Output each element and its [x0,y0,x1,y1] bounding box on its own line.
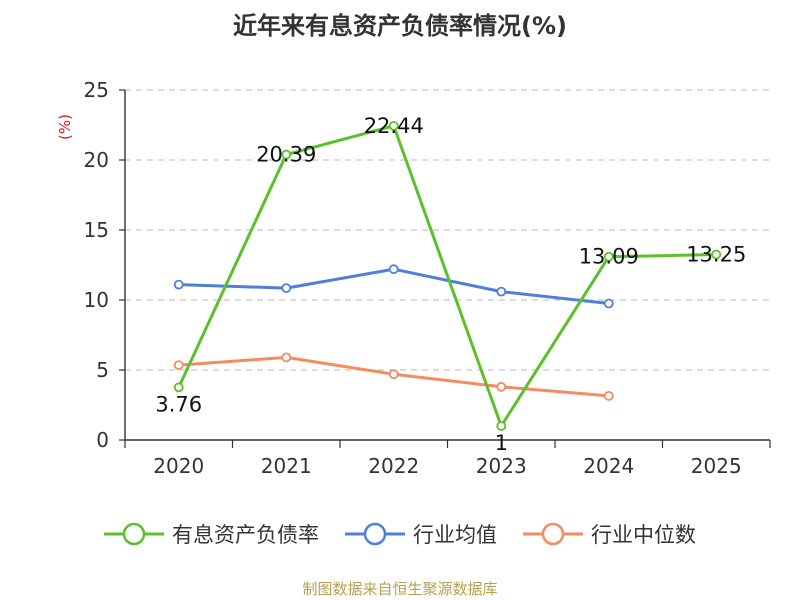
legend-swatch-marker [541,522,565,546]
x-tick-label: 2022 [368,454,419,478]
source-label: 制图数据来自恒生聚源数据库 [302,580,498,598]
data-labels: 3.76 20.39 22.44 1 13.09 13.25 [155,114,746,455]
x-tick-label: 2023 [476,454,527,478]
chart-title: 近年来有息资产负债率情况(%) [233,12,567,40]
data-label: 22.44 [364,114,424,138]
data-point [173,279,184,290]
data-point [496,421,507,431]
legend-swatch-marker [363,522,387,546]
legend-swatch [104,522,164,546]
legend-swatch [523,522,583,546]
legend-item[interactable]: 行业均值 [345,519,497,549]
legend-label: 有息资产负债率 [172,523,319,547]
data-point [173,360,184,371]
data-label: 20.39 [256,143,316,167]
x-tick-label: 2020 [153,454,204,478]
data-point [281,149,292,160]
x-tick-label: 2025 [691,454,742,478]
y-tick-label: 15 [84,218,109,242]
data-point [281,283,292,294]
data-point [281,352,292,363]
legend: 有息资产负债率 行业均值 行业中位数 [0,519,800,549]
data-point [173,382,184,393]
series-line-0 [177,124,717,428]
legend-item[interactable]: 有息资产负债率 [104,519,319,549]
y-tick-label: 10 [84,288,109,312]
data-point [711,249,722,260]
data-point [603,390,614,401]
series [173,120,722,431]
legend-label: 行业中位数 [591,523,696,547]
y-tick-label: 5 [96,358,109,382]
data-point [496,381,507,392]
data-label: 1 [495,431,508,455]
y-tick-label: 0 [96,428,109,452]
y-tick-label: 20 [84,148,109,172]
legend-swatch-marker [122,522,146,546]
data-point [603,251,614,262]
y-axis-label: (%) [56,114,74,140]
data-point [603,298,614,309]
data-point [388,369,399,380]
x-tick-label: 2021 [261,454,312,478]
x-tick-label: 2024 [583,454,634,478]
data-label: 13.09 [579,245,639,269]
legend-label: 行业均值 [413,523,497,547]
legend-swatch [345,522,405,546]
grid-lines [125,89,770,371]
data-label: 3.76 [155,392,202,416]
y-tick-label: 25 [84,78,109,102]
series-line-1 [178,267,609,305]
data-point [388,264,399,275]
data-point [388,120,399,131]
legend-item[interactable]: 行业中位数 [523,519,696,549]
data-label: 13.25 [686,243,746,267]
data-point [496,286,507,297]
